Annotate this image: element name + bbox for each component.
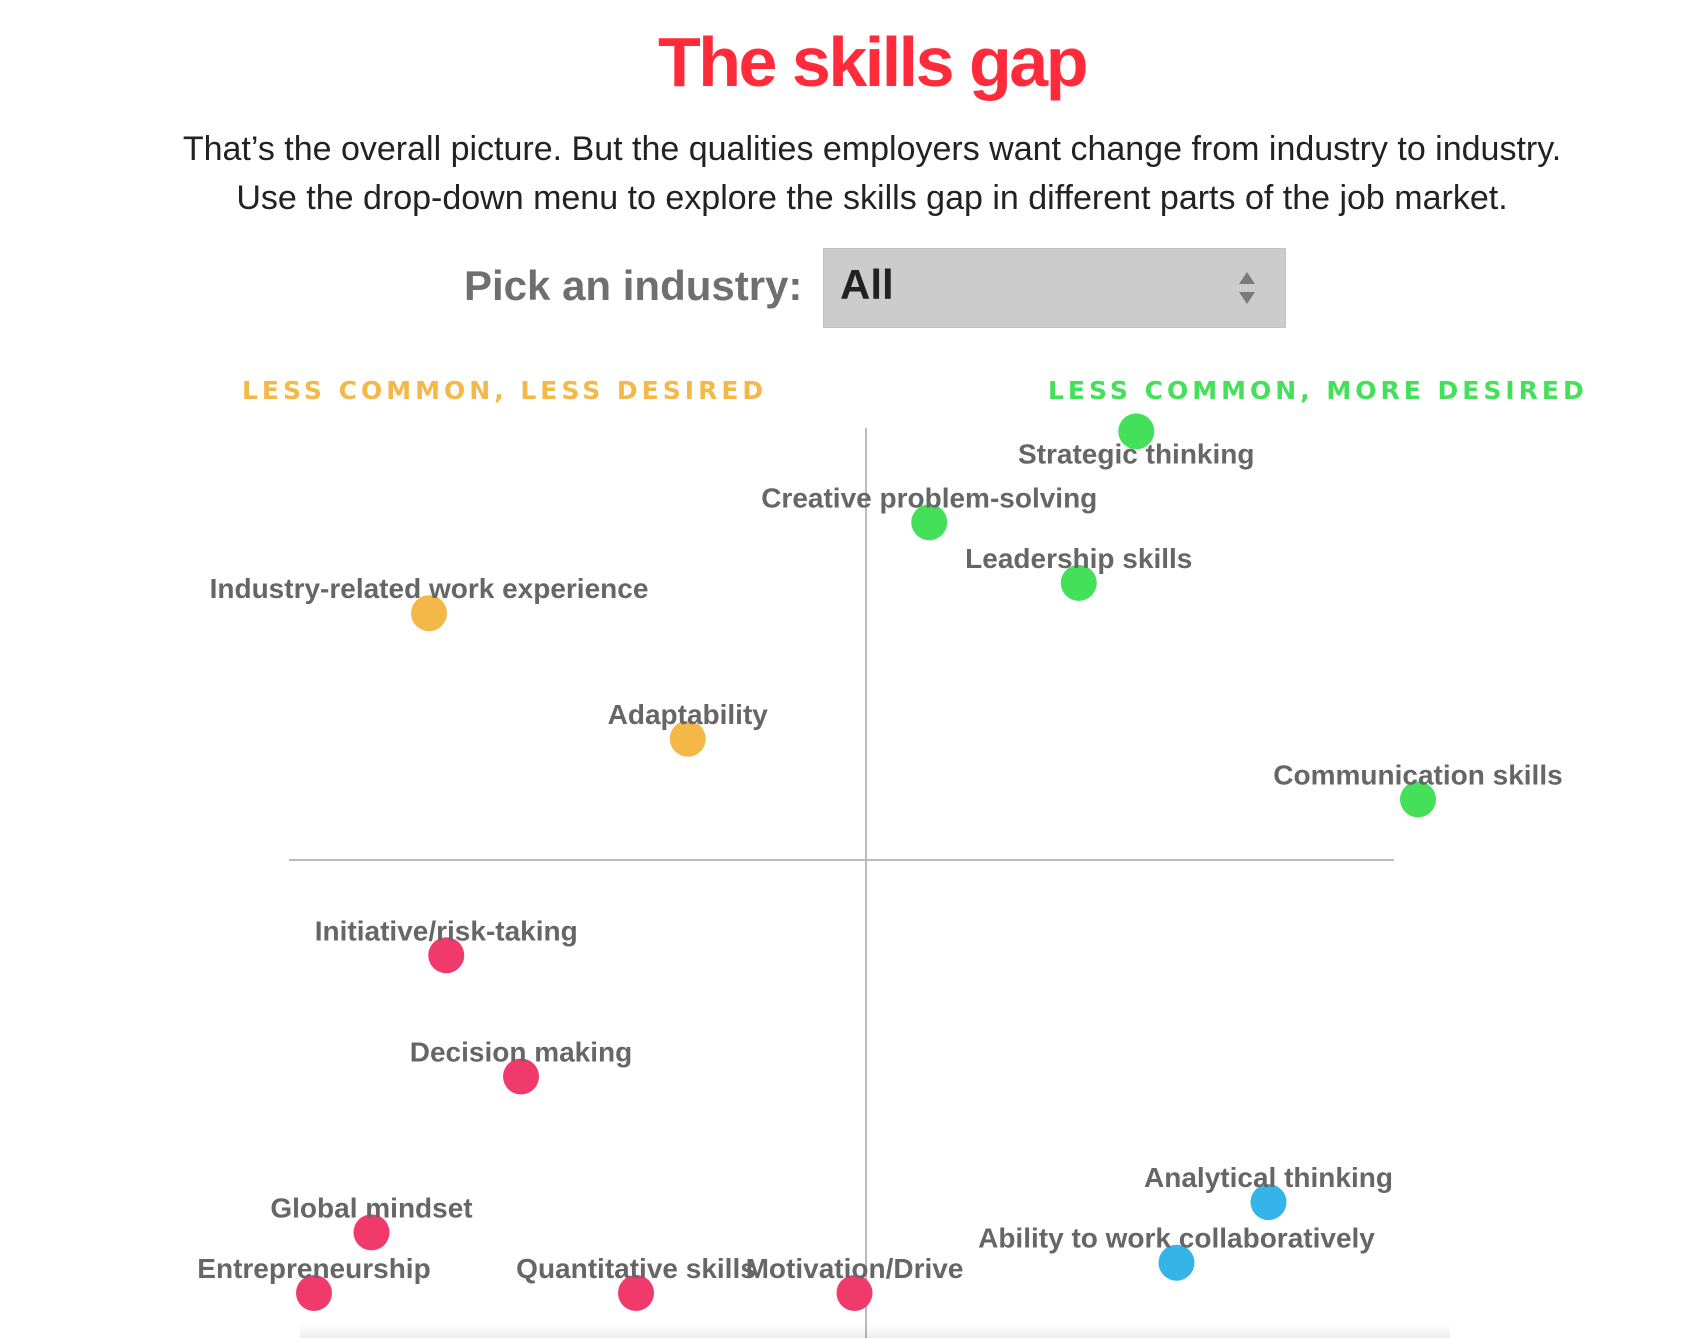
- data-point: [669, 720, 706, 757]
- data-point-label: Leadership skills: [965, 543, 1192, 574]
- industry-picker-label: Pick an industry:: [464, 262, 803, 309]
- data-point-label: Adaptability: [608, 699, 769, 730]
- industry-select-value: All: [840, 261, 894, 308]
- data-point: [1158, 1244, 1195, 1281]
- data-point: [503, 1058, 539, 1095]
- quadrant-label-top-left: LESS COMMON, LESS DESIRED: [242, 376, 768, 405]
- data-point-label: Global mindset: [270, 1192, 472, 1223]
- data-point: [911, 504, 948, 541]
- data-point: [296, 1275, 332, 1311]
- data-point-label: Ability to work collaboratively: [978, 1223, 1375, 1254]
- page-title: The skills gap: [658, 23, 1088, 101]
- data-point: [1250, 1184, 1287, 1221]
- industry-select[interactable]: All: [823, 248, 1286, 328]
- quadrant-label-top-right: LESS COMMON, MORE DESIRED: [1048, 376, 1588, 405]
- intro-text-line-2: Use the drop-down menu to explore the sk…: [236, 179, 1508, 217]
- data-point-label: Decision making: [410, 1037, 633, 1068]
- data-point-label: Communication skills: [1273, 759, 1562, 790]
- data-point-label: Initiative/risk-taking: [315, 915, 578, 946]
- data-point-label: Entrepreneurship: [197, 1253, 430, 1284]
- data-point-label: Creative problem-solving: [761, 482, 1097, 513]
- data-point-label: Motivation/Drive: [746, 1253, 964, 1284]
- data-point-label: Strategic thinking: [1018, 438, 1254, 469]
- data-point: [1118, 413, 1155, 450]
- data-point: [411, 595, 447, 632]
- data-point: [836, 1275, 873, 1311]
- bottom-fade: [300, 1324, 1450, 1338]
- data-point-label: Analytical thinking: [1144, 1162, 1393, 1193]
- data-point: [1400, 781, 1436, 818]
- data-point: [1060, 564, 1097, 601]
- intro-text-line-1: That’s the overall picture. But the qual…: [182, 130, 1562, 168]
- data-point-label: Industry-related work experience: [210, 573, 649, 604]
- data-point: [618, 1275, 654, 1311]
- select-updown-icon: [1237, 269, 1257, 307]
- data-point: [353, 1214, 390, 1251]
- data-point-label: Quantitative skills: [516, 1253, 756, 1284]
- data-point: [428, 937, 465, 974]
